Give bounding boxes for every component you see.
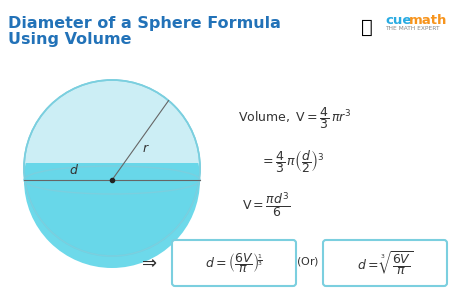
Ellipse shape — [24, 80, 200, 256]
Text: Using Volume: Using Volume — [8, 32, 131, 47]
Text: $d$: $d$ — [69, 163, 79, 177]
Text: $\Rightarrow$: $\Rightarrow$ — [138, 253, 158, 271]
Text: $\mathrm{Volume,\ V} = \dfrac{4}{3}\,\pi r^3$: $\mathrm{Volume,\ V} = \dfrac{4}{3}\,\pi… — [238, 105, 352, 131]
FancyBboxPatch shape — [323, 240, 447, 286]
Text: $r$: $r$ — [142, 141, 150, 154]
Text: cue: cue — [385, 14, 411, 27]
Text: $\mathrm{(Or)}$: $\mathrm{(Or)}$ — [296, 255, 319, 268]
Ellipse shape — [24, 92, 200, 268]
Text: $= \dfrac{4}{3}\,\pi \left(\dfrac{d}{2}\right)^3$: $= \dfrac{4}{3}\,\pi \left(\dfrac{d}{2}\… — [260, 148, 325, 176]
Text: math: math — [409, 14, 447, 27]
Text: 🚀: 🚀 — [361, 18, 373, 37]
Text: Diameter of a Sphere Formula: Diameter of a Sphere Formula — [8, 16, 281, 31]
Text: $\mathrm{V} = \dfrac{\pi d^3}{6}$: $\mathrm{V} = \dfrac{\pi d^3}{6}$ — [242, 190, 290, 220]
Text: $d = \left(\dfrac{6V}{\pi}\right)^{\!\frac{1}{3}}$: $d = \left(\dfrac{6V}{\pi}\right)^{\!\fr… — [205, 251, 263, 275]
Text: THE MATH EXPERT: THE MATH EXPERT — [385, 26, 439, 31]
Text: $d = \sqrt[3]{\dfrac{6V}{\pi}}$: $d = \sqrt[3]{\dfrac{6V}{\pi}}$ — [356, 249, 413, 277]
FancyBboxPatch shape — [172, 240, 296, 286]
